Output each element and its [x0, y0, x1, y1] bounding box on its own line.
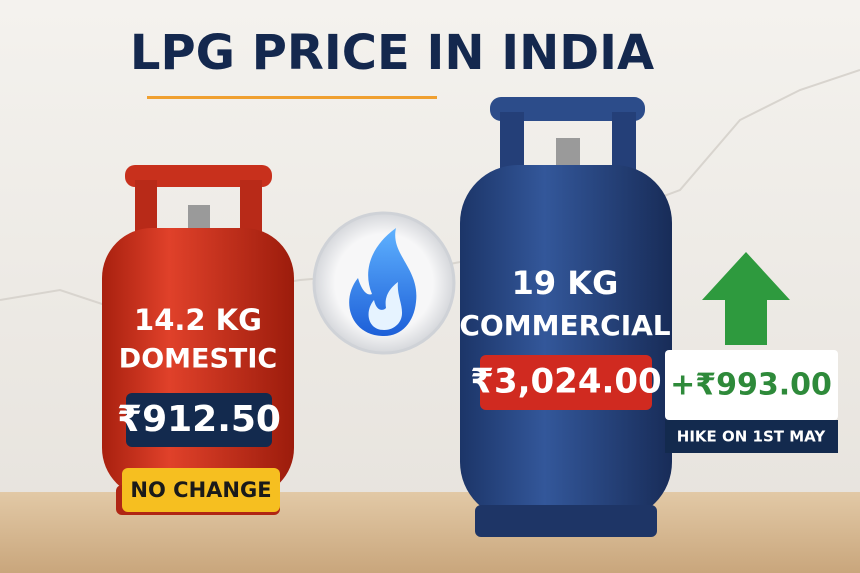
change-note-box [665, 420, 838, 453]
title-underline [147, 96, 437, 99]
up-arrow [702, 252, 790, 345]
domestic-price-box [126, 393, 272, 447]
status-box [122, 468, 280, 512]
title: LPG PRICE IN INDIA [130, 25, 654, 81]
domestic-status: NO CHANGE [130, 478, 271, 502]
change-amount: +₹993.00 [670, 368, 832, 403]
commercial-cylinder [460, 97, 672, 537]
handle [125, 165, 272, 187]
handle-leg [135, 180, 157, 240]
change-note: HIKE ON 1ST MAY [677, 428, 827, 446]
valve [556, 138, 580, 168]
commercial-price-box [480, 355, 652, 410]
commercial-price: ₹3,024.00 [470, 362, 661, 402]
change-box [665, 350, 838, 420]
flame-core [368, 282, 403, 330]
valve [188, 205, 210, 230]
handle [490, 97, 645, 121]
domestic-weight: 14.2 KG [134, 303, 262, 337]
domestic-kind: DOMESTIC [119, 344, 277, 375]
body [460, 165, 672, 520]
commercial-weight: 19 KG [512, 264, 619, 302]
domestic-price: ₹912.50 [117, 399, 281, 440]
commercial-kind: COMMERCIAL [459, 309, 670, 342]
foot-ring [475, 505, 657, 537]
handle-leg [240, 180, 262, 240]
